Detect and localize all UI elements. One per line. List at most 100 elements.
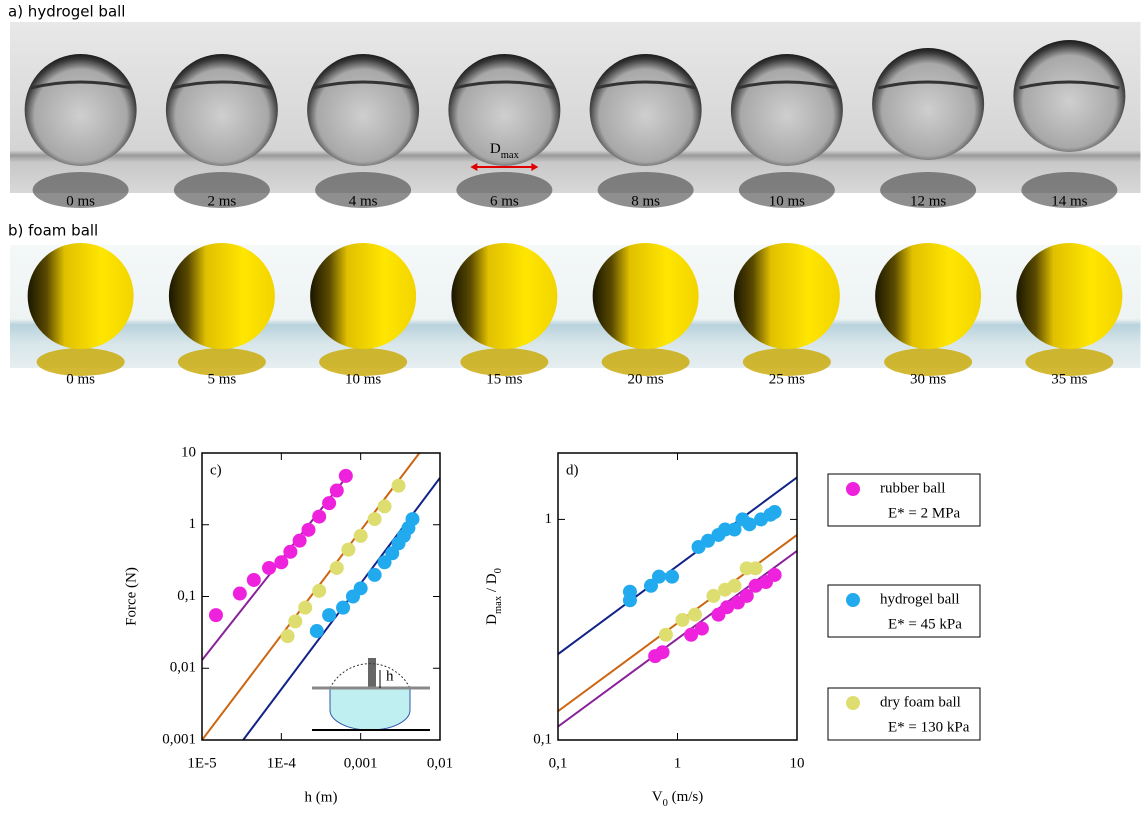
inset-label: h	[386, 668, 394, 684]
x-axis-label: h (m)	[305, 789, 338, 805]
data-point	[665, 570, 679, 584]
plot-area	[558, 477, 797, 726]
legend-label: dry foam ball	[880, 694, 961, 710]
data-point	[330, 561, 344, 575]
foam-ball	[1016, 243, 1122, 349]
time-label: 14 ms	[1051, 193, 1087, 209]
legend-note: E* = 2 MPa	[888, 505, 961, 521]
data-point	[354, 581, 368, 595]
x-tick-label: 0,1	[549, 755, 568, 771]
panel-a-label: a) hydrogel ball	[8, 3, 125, 21]
x-axis-label: V0 (m/s)	[652, 789, 704, 808]
y-axis-label-part: D	[484, 614, 500, 625]
data-point	[298, 601, 312, 615]
data-point	[288, 614, 302, 628]
time-label: 0 ms	[66, 193, 95, 209]
dmax-label-part: D	[490, 141, 501, 157]
legend-marker	[846, 482, 860, 496]
legend-label: hydrogel ball	[880, 591, 960, 607]
data-point	[339, 469, 353, 483]
data-point	[233, 587, 247, 601]
hydrogel-ball	[25, 54, 137, 166]
data-point	[312, 510, 326, 524]
legend-marker	[846, 696, 860, 710]
time-label: 35 ms	[1051, 371, 1087, 387]
data-point	[283, 545, 297, 559]
figure: a) hydrogel ball b) foam ball 0 ms 2 ms 4 …	[0, 0, 1142, 813]
foam-ball	[28, 243, 134, 349]
data-point	[310, 624, 324, 638]
y-axis-label: Force (N)	[123, 567, 139, 626]
hydrogel-ball	[166, 54, 278, 166]
time-label: 8 ms	[631, 193, 660, 209]
plot-frame	[558, 453, 797, 740]
panel-label: c)	[210, 462, 222, 478]
data-point	[341, 543, 355, 557]
panel-b-label: b) foam ball	[8, 222, 98, 240]
data-point	[312, 584, 326, 598]
time-label: 10 ms	[345, 371, 381, 387]
data-point	[659, 628, 673, 642]
time-label: 6 ms	[490, 193, 519, 209]
data-point	[768, 568, 782, 582]
foam-ball	[734, 243, 840, 349]
data-point	[675, 613, 689, 627]
foam-ball	[875, 243, 981, 349]
data-point	[652, 570, 666, 584]
foam-ball	[310, 243, 416, 349]
hydrogel-ball	[1013, 40, 1125, 152]
time-label: 10 ms	[769, 193, 805, 209]
data-point	[768, 505, 782, 519]
data-point	[293, 534, 307, 548]
foam-ball	[593, 243, 699, 349]
legend-label: rubber ball	[880, 480, 945, 496]
data-point	[336, 601, 350, 615]
foam-ball	[451, 243, 557, 349]
y-tick-label: 1	[545, 511, 553, 527]
data-point	[392, 479, 406, 493]
y-axis-label-part: 0	[493, 568, 504, 573]
x-tick-label: 0,01	[427, 755, 453, 771]
y-tick-label: 0,01	[170, 660, 196, 676]
hydrogel-ball	[872, 48, 984, 160]
x-axis-label-part: V	[652, 789, 663, 805]
data-point	[368, 568, 382, 582]
y-tick-label: 0,1	[533, 731, 552, 747]
time-label: 2 ms	[207, 193, 236, 209]
data-point	[330, 484, 344, 498]
foam-ball	[169, 243, 275, 349]
y-tick-label: 0,001	[162, 731, 196, 747]
hydrogel-ball	[307, 54, 419, 166]
x-tick-label: 1E-4	[267, 755, 297, 771]
y-tick-label: 10	[181, 444, 196, 460]
data-point	[322, 496, 336, 510]
data-point	[405, 512, 419, 526]
data-point	[728, 579, 742, 593]
y-axis-label-part: max	[493, 595, 504, 614]
data-point	[695, 622, 709, 636]
time-label: 25 ms	[769, 371, 805, 387]
x-tick-label: 0,001	[344, 755, 378, 771]
time-label: 4 ms	[349, 193, 378, 209]
data-point	[749, 561, 763, 575]
x-axis-label-part: (m/s)	[668, 789, 703, 805]
y-axis-label-part: / D	[484, 573, 500, 596]
y-tick-label: 1	[189, 516, 197, 532]
hydrogel-ball	[590, 54, 702, 166]
data-point	[281, 629, 295, 643]
time-label: 0 ms	[66, 371, 95, 387]
time-label: 5 ms	[207, 371, 236, 387]
panel-label: d)	[566, 462, 579, 478]
time-label: 30 ms	[910, 371, 946, 387]
legend-note: E* = 45 kPa	[888, 616, 962, 632]
data-point	[354, 529, 368, 543]
data-point	[209, 608, 223, 622]
data-point	[247, 573, 261, 587]
x-tick-label: 10	[790, 755, 805, 771]
x-tick-label: 1	[674, 755, 682, 771]
data-point	[656, 645, 670, 659]
data-point	[368, 512, 382, 526]
data-point	[262, 561, 276, 575]
data-point	[322, 608, 336, 622]
